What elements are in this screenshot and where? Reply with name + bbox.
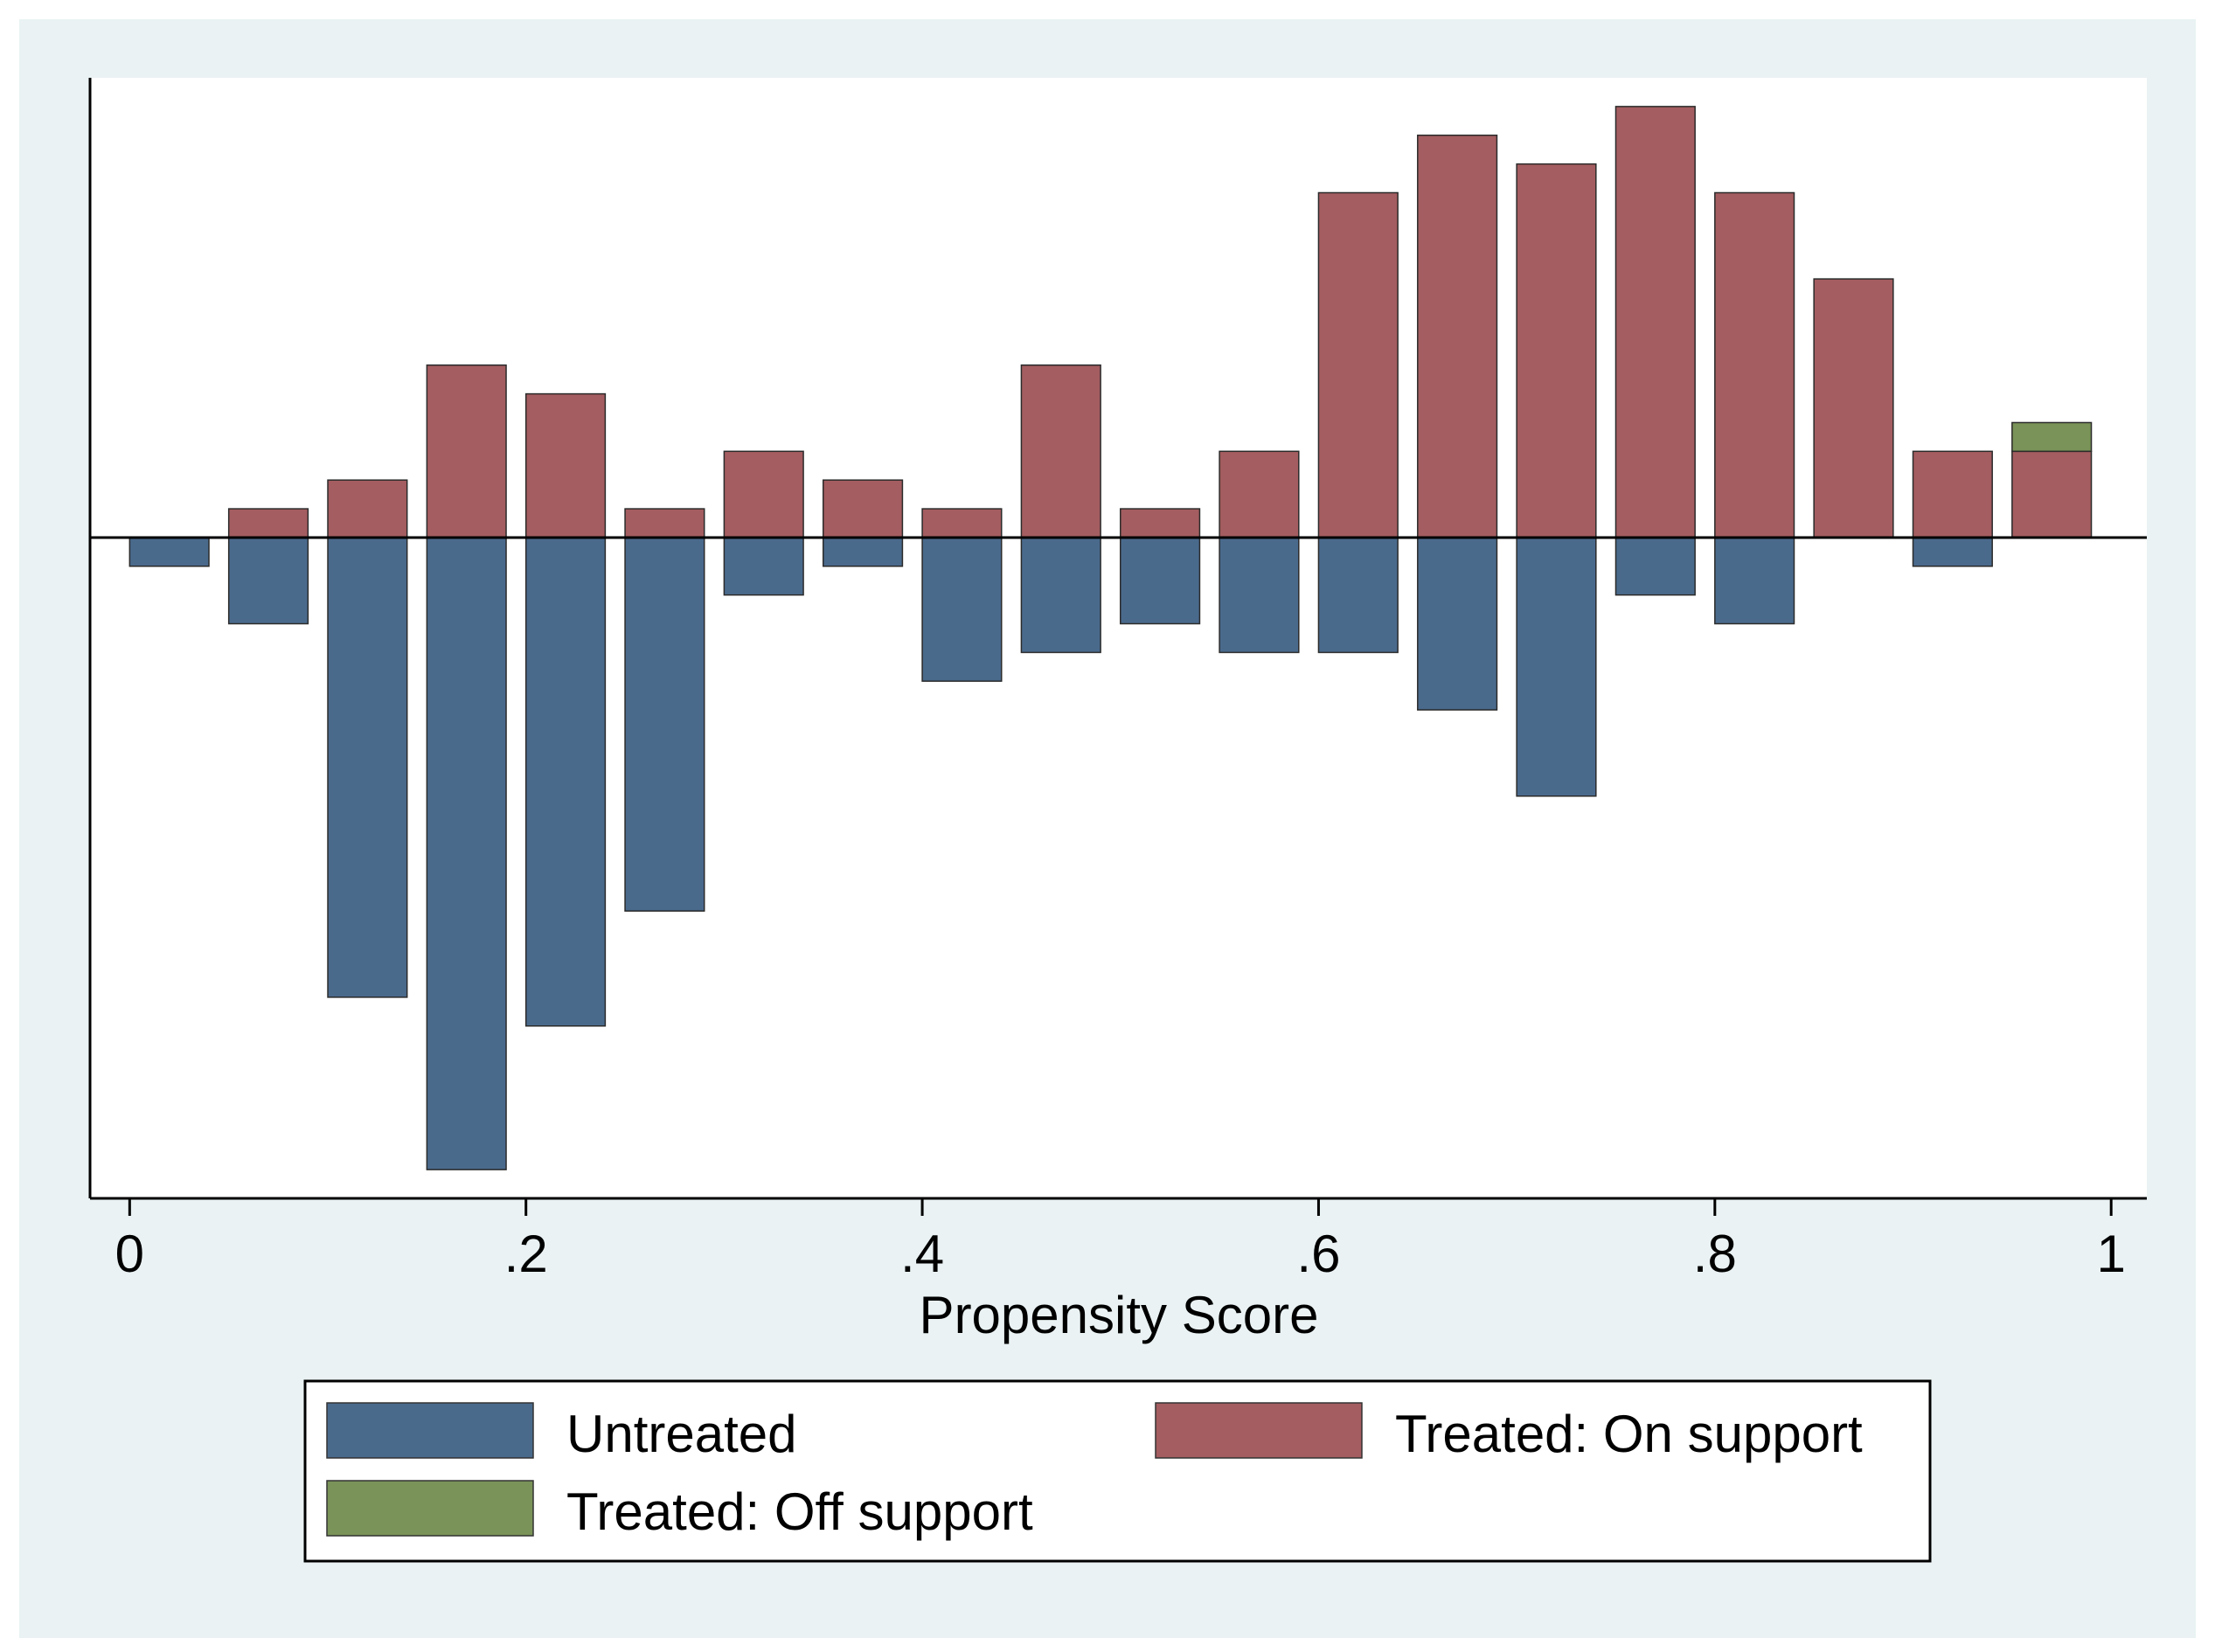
bar-treated-on-support [426, 364, 507, 538]
bar-treated-on-support [1317, 191, 1399, 538]
bar-untreated [1516, 537, 1597, 797]
bar-treated-on-support [1516, 163, 1597, 538]
legend: Untreated Treated: On support Treated: O… [303, 1379, 1932, 1563]
legend-box [303, 1379, 1932, 1563]
legend-swatch-treated-on-support [1155, 1402, 1363, 1459]
bar-untreated [1020, 537, 1101, 654]
bar-untreated [524, 537, 607, 1027]
legend-swatch-treated-off-support [326, 1480, 534, 1537]
bar-treated-on-support [1614, 106, 1696, 538]
bar-treated-off-support [2011, 421, 2093, 453]
x-tick-label: .4 [900, 1225, 944, 1283]
x-ticks-layer: 0 .2 .4 .6 .8 1 [115, 1198, 2126, 1283]
bar-untreated [1120, 537, 1201, 625]
bar-untreated [1417, 537, 1498, 711]
bar-untreated [426, 537, 507, 1170]
bar-treated-on-support [723, 450, 804, 538]
bar-untreated [1317, 537, 1399, 654]
bar-untreated [624, 537, 705, 913]
bar-treated-on-support [822, 479, 904, 538]
bar-untreated [327, 537, 408, 998]
bar-untreated [822, 537, 904, 567]
bar-untreated [921, 537, 1003, 683]
x-tick-label: .2 [504, 1225, 548, 1283]
x-tick-label: 0 [115, 1225, 144, 1283]
bar-treated-on-support [1120, 508, 1201, 538]
bar-treated-on-support [1714, 191, 1795, 538]
bar-treated-on-support [1020, 364, 1101, 538]
legend-swatch-untreated [326, 1402, 534, 1459]
bar-treated-on-support [524, 392, 607, 538]
bar-treated-on-support [327, 479, 408, 538]
bar-treated-on-support [1813, 278, 1894, 538]
bar-treated-on-support [1219, 450, 1300, 538]
bar-treated-on-support [921, 508, 1003, 538]
legend-label-treated-off-support: Treated: Off support [566, 1482, 1033, 1541]
x-axis-label: Propensity Score [920, 1286, 1319, 1344]
bar-treated-on-support [2011, 450, 2093, 538]
bar-treated-on-support [1417, 134, 1498, 538]
bar-untreated [1714, 537, 1795, 625]
bar-untreated [1614, 537, 1696, 596]
legend-label-treated-on-support: Treated: On support [1395, 1405, 1863, 1463]
bar-untreated [1219, 537, 1300, 654]
bar-untreated [227, 537, 309, 625]
bar-untreated [128, 537, 210, 567]
bar-treated-on-support [624, 508, 705, 538]
bars-layer [128, 106, 2093, 1170]
x-tick-label: .6 [1296, 1225, 1340, 1283]
bar-untreated [723, 537, 804, 596]
bar-treated-on-support [227, 508, 309, 538]
x-tick-label: 1 [2097, 1225, 2126, 1283]
bar-untreated [1912, 537, 1993, 567]
legend-label-untreated: Untreated [566, 1405, 797, 1463]
bar-treated-on-support [1912, 450, 1993, 538]
x-tick-label: .8 [1693, 1225, 1737, 1283]
